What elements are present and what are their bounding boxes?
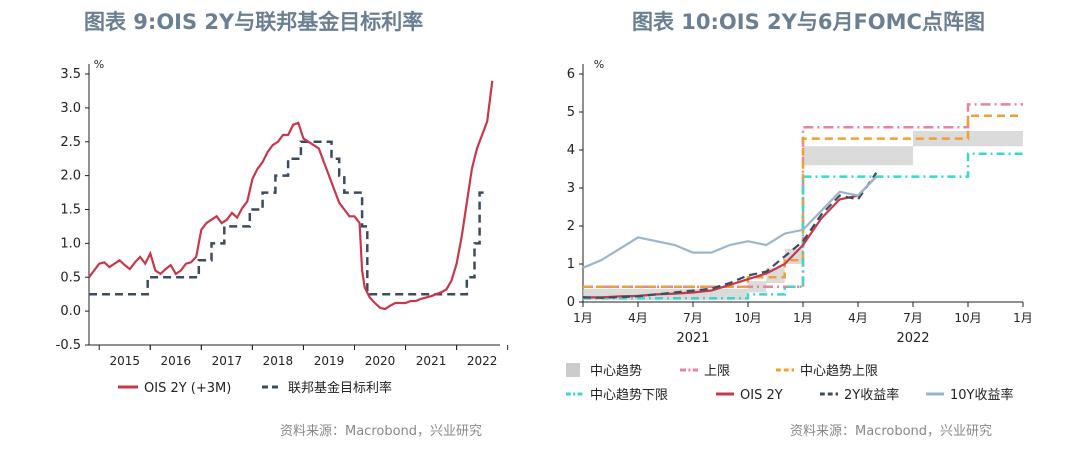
x-tick-label: 2016	[161, 354, 192, 368]
y-tick-label: 2	[567, 219, 575, 234]
y-tick-label: 3.0	[60, 101, 81, 116]
ois-series-line	[88, 80, 494, 311]
y-tick-label: -0.5	[56, 338, 81, 353]
legend-label: 中心趋势上限	[800, 363, 878, 379]
y-tick-label: 3.5	[60, 67, 81, 82]
left-source-note: 资料来源：Macrobond，兴业研究	[280, 424, 483, 439]
y-tick-label: 0.5	[60, 270, 81, 285]
y-tick-label: 1	[567, 257, 575, 272]
x-tick-label: 7月	[683, 311, 703, 325]
x-tick-label: 1月	[793, 311, 813, 325]
y-tick-label: 0	[567, 295, 575, 310]
legend-swatch	[566, 363, 580, 377]
yield-2y-line	[582, 172, 878, 299]
right-source-note: 资料来源：Macrobond，兴业研究	[790, 424, 993, 439]
x-tick-label: 2021	[416, 354, 447, 368]
y-tick-label: 0.0	[60, 304, 81, 319]
legend-ois-label: OIS 2Y (+3M)	[144, 381, 231, 396]
x-tick-label: 2020	[365, 354, 396, 368]
x-tick-label: 4月	[628, 311, 648, 325]
x-tick-label: 2022	[467, 354, 498, 368]
legend-label: 2Y收益率	[844, 387, 899, 403]
left-chart-title: 图表 9:OIS 2Y与联邦基金目标利率	[84, 10, 424, 34]
ois-2y-line	[583, 175, 878, 299]
ffr-series-line	[89, 140, 488, 296]
x-tick-label: 2018	[263, 354, 294, 368]
year-label: 2022	[896, 331, 929, 346]
x-tick-label: 4月	[848, 311, 868, 325]
x-tick-label: 1月	[1013, 311, 1033, 325]
x-tick-label: 2015	[109, 354, 140, 368]
y-tick-label: 3	[567, 181, 575, 196]
trend-lower-line	[583, 152, 1023, 300]
legend-label: 10Y收益率	[950, 387, 1013, 403]
x-tick-label: 7月	[903, 311, 923, 325]
year-label: 2021	[676, 331, 709, 346]
y-tick-label: 1.0	[60, 236, 81, 251]
yield-10y-line	[582, 175, 878, 269]
legend-label: 中心趋势	[590, 363, 642, 379]
left-chart: % 3.5 3.0 2.5 2.0 1.5 1.0 0.5 0.0 -0.5 2015 2016 201…	[56, 58, 509, 396]
trend-upper-line	[583, 114, 1023, 289]
x-tick-label: 10月	[954, 311, 981, 325]
x-tick-label: 10月	[734, 311, 761, 325]
y-tick-label: 4	[567, 143, 575, 158]
y-tick-label: 2.0	[60, 169, 81, 184]
y-unit-label: %	[94, 58, 104, 71]
legend-label: OIS 2Y	[740, 388, 783, 403]
right-chart-title: 图表 10:OIS 2Y与6月FOMC点阵图	[632, 10, 985, 34]
y-unit-label: %	[594, 58, 604, 71]
y-tick-label: 2.5	[60, 135, 81, 150]
x-tick-label: 2017	[212, 354, 243, 368]
legend-ffr-label: 联邦基金目标利率	[288, 380, 392, 396]
x-tick-label: 2019	[314, 354, 345, 368]
upper-limit-line	[583, 103, 1023, 289]
legend-label: 上限	[704, 364, 730, 379]
legend-label: 中心趋势下限	[590, 387, 668, 403]
y-tick-label: 6	[567, 67, 575, 82]
y-tick-label: 5	[567, 105, 575, 120]
y-tick-label: 1.5	[60, 203, 81, 218]
x-tick-label: 1月	[573, 311, 593, 325]
